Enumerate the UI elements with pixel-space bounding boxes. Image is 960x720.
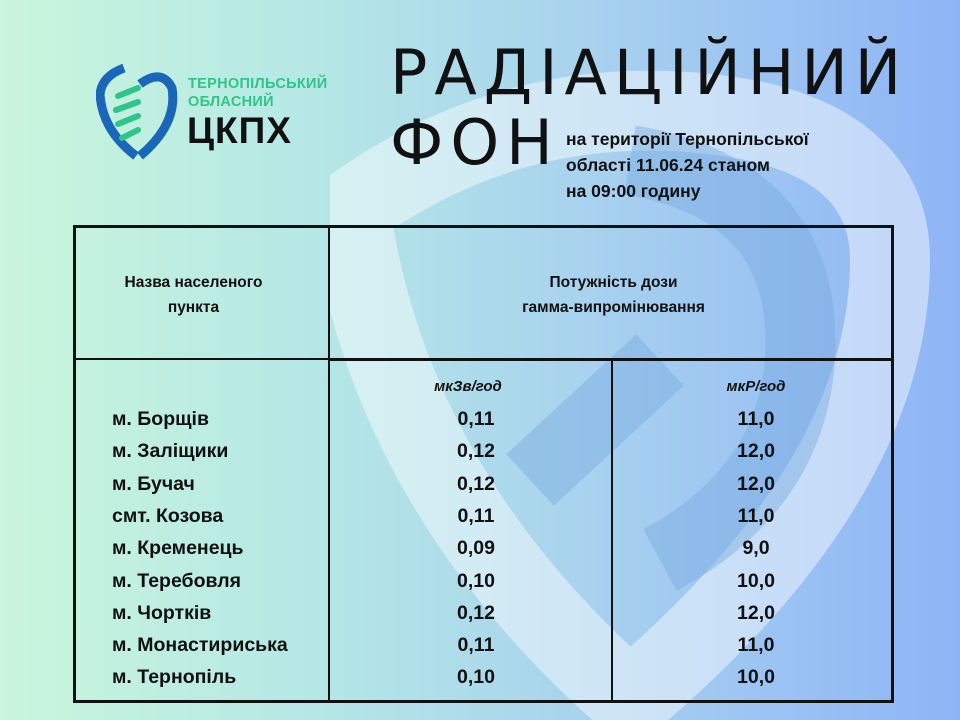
dose-usv: 0,09	[457, 537, 495, 560]
header-line: гамма-випромінювання	[522, 299, 705, 316]
table-row: м. Тернопіль 0,10 10,0	[76, 666, 891, 698]
table-row: м. Борщів 0,11 11,0	[76, 408, 891, 440]
unit-ur: мкР/год	[726, 378, 786, 395]
dose-ur: 10,0	[737, 666, 775, 689]
location-name: м. Теребовля	[112, 569, 241, 592]
table-row: м. Кременець 0,09 9,0	[76, 537, 891, 569]
header-line: пункта	[167, 299, 220, 316]
dose-ur: 10,0	[737, 569, 775, 592]
dose-usv: 0,10	[457, 569, 495, 592]
location-name: м. Чортків	[112, 601, 212, 624]
dose-ur: 11,0	[737, 504, 775, 527]
header-name: Назва населеного пункта	[76, 270, 311, 320]
location-name: м. Кременець	[112, 537, 244, 560]
location-name: м. Заліщики	[112, 440, 229, 463]
subtitle-line: на території Тернопільської	[566, 129, 809, 149]
dose-ur: 11,0	[737, 408, 775, 430]
table-row: смт. Козова 0,11 11,0	[76, 505, 891, 537]
shield-logo-icon	[96, 64, 178, 160]
location-name: м. Бучач	[112, 472, 195, 495]
org-name-line2: ОБЛАСНИЙ	[188, 94, 274, 110]
divider	[328, 228, 330, 700]
dose-ur: 12,0	[737, 601, 775, 624]
table-row: м. Заліщики 0,12 12,0	[76, 440, 891, 472]
subtitle-line: області 11.06.24 станом	[566, 155, 770, 175]
title-line1: РАДІАЦІЙНИЙ	[390, 36, 909, 109]
location-name: смт. Козова	[112, 504, 224, 527]
dose-usv: 0,11	[457, 504, 495, 527]
location-name: м. Монастириська	[112, 634, 288, 657]
org-abbr: ЦКПХ	[187, 110, 292, 151]
dose-usv: 0,12	[457, 601, 495, 624]
title-line2: ФОН	[390, 106, 560, 179]
location-name: м. Тернопіль	[112, 666, 237, 689]
dose-ur: 11,0	[737, 634, 775, 657]
table-row: м. Теребовля 0,10 10,0	[76, 570, 891, 602]
divider	[76, 358, 328, 360]
unit-usv: мкЗв/год	[434, 378, 502, 395]
divider	[611, 359, 613, 700]
table-row: м. Бучач 0,12 12,0	[76, 473, 891, 505]
table-row: м. Монастириська 0,11 11,0	[76, 634, 891, 666]
radiation-table: Назва населеного пункта Потужність дози …	[73, 225, 894, 703]
org-name-line1: ТЕРНОПІЛЬСЬКИЙ	[188, 76, 328, 92]
subtitle: на території Тернопільської області 11.0…	[566, 126, 809, 204]
header-dose: Потужність дози гамма-випромінювання	[336, 270, 891, 320]
dose-usv: 0,11	[457, 634, 495, 657]
divider	[328, 358, 891, 361]
dose-usv: 0,10	[457, 666, 495, 689]
header-line: Назва населеного	[124, 274, 263, 291]
header-line: Потужність дози	[549, 274, 678, 291]
dose-usv: 0,12	[457, 440, 495, 463]
subtitle-line: на 09:00 годину	[566, 181, 701, 201]
dose-ur: 12,0	[737, 472, 775, 495]
dose-usv: 0,12	[457, 472, 495, 495]
table-row: м. Чортків 0,12 12,0	[76, 602, 891, 634]
dose-ur: 9,0	[742, 537, 770, 560]
dose-ur: 12,0	[737, 440, 775, 463]
location-name: м. Борщів	[112, 408, 209, 430]
dose-usv: 0,11	[457, 408, 495, 430]
